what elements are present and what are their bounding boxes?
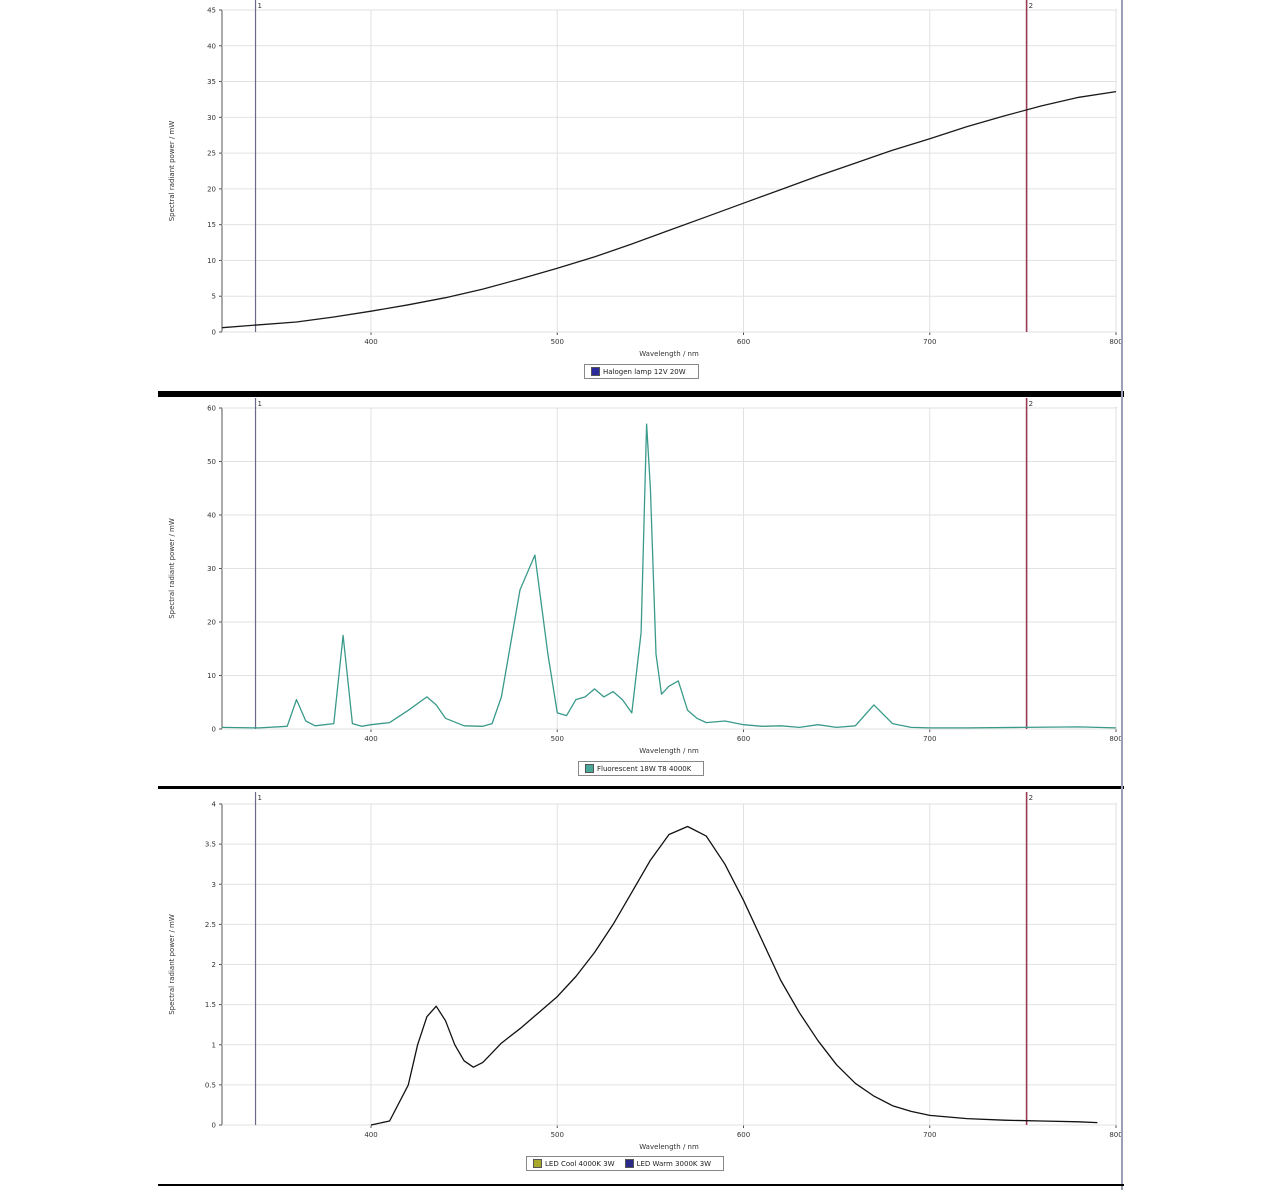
window-frame-right <box>1121 0 1123 1190</box>
x-tick-label: 700 <box>923 735 936 743</box>
chart-led: 400 500 600 700 800 0 0.5 1 1.5 2 2.5 3 3.5 4 Waveleng… <box>168 792 1122 1151</box>
legend-entry: LED Cool 4000K 3W <box>533 1159 615 1168</box>
x-tick-label: 800 <box>1109 735 1122 743</box>
y-tick-label: 0 <box>212 329 216 337</box>
legend-swatch-0-0 <box>591 367 600 376</box>
chart-panel-fluorescent: 400 500 600 700 800 0 10 20 30 40 50 60 Wavelength /… <box>160 398 1122 786</box>
plot-area <box>221 9 1117 333</box>
legend-fluorescent: Fluorescent 18W T8 4000K <box>578 761 705 776</box>
panel-divider <box>158 786 1124 789</box>
series-line <box>370 825 1098 1126</box>
x-tick-label: 800 <box>1109 338 1122 346</box>
y-tick-label: 30 <box>207 565 216 573</box>
y-tick-label: 4 <box>212 801 217 809</box>
panel-divider <box>158 391 1124 397</box>
legend-label: Halogen lamp 12V 20W <box>603 367 686 376</box>
marker-label: 1 <box>258 400 262 408</box>
y-tick-label: 35 <box>207 78 216 86</box>
y-tick-label: 15 <box>207 221 216 229</box>
legend-halogen: Halogen lamp 12V 20W <box>584 364 699 379</box>
y-tick-label: 50 <box>207 458 216 466</box>
chart-halogen: 400 500 600 700 800 0 5 10 15 20 25 30 35 40 45 Wavelen… <box>168 0 1122 358</box>
y-tick-label: 3 <box>212 881 216 889</box>
y-tick-label: 20 <box>207 619 216 627</box>
y-tick-label: 0.5 <box>205 1081 216 1089</box>
y-tick-label: 2.5 <box>205 921 216 929</box>
marker-label: 2 <box>1029 400 1033 408</box>
x-tick-label: 400 <box>364 1131 377 1139</box>
series-line <box>221 90 1117 329</box>
marker-label: 1 <box>258 2 262 10</box>
y-tick-label: 20 <box>207 185 216 193</box>
y-tick-label: 30 <box>207 114 216 122</box>
y-tick-label: 60 <box>207 405 216 413</box>
x-tick-label: 600 <box>737 338 750 346</box>
chart-panel-led: 400 500 600 700 800 0 0.5 1 1.5 2 2.5 3 3.5 4 Waveleng… <box>160 792 1122 1184</box>
legend-label: LED Cool 4000K 3W <box>545 1159 615 1168</box>
y-tick-label: 5 <box>212 293 216 301</box>
y-axis-label: Spectral radiant power / mW <box>168 121 176 222</box>
chart-fluorescent: 400 500 600 700 800 0 10 20 30 40 50 60 Wavelength /… <box>168 398 1122 755</box>
legend-label: Fluorescent 18W T8 4000K <box>597 764 692 773</box>
y-tick-label: 45 <box>207 7 216 15</box>
x-tick-label: 700 <box>923 1131 936 1139</box>
legend-swatch-1-0 <box>585 764 594 773</box>
y-tick-label: 0 <box>212 726 216 734</box>
y-tick-label: 10 <box>207 257 216 265</box>
x-tick-label: 700 <box>923 338 936 346</box>
chart-panel-halogen: 400 500 600 700 800 0 5 10 15 20 25 30 35 40 45 Wavelen… <box>160 0 1122 392</box>
y-tick-label: 40 <box>207 512 216 520</box>
x-tick-label: 400 <box>364 338 377 346</box>
x-tick-label: 600 <box>737 735 750 743</box>
x-tick-label: 500 <box>551 735 564 743</box>
series-line <box>221 423 1117 729</box>
legend-entry: Halogen lamp 12V 20W <box>591 367 686 376</box>
y-axis-label: Spectral radiant power / mW <box>168 914 176 1015</box>
x-tick-label: 800 <box>1109 1131 1122 1139</box>
x-tick-label: 500 <box>551 1131 564 1139</box>
legend-entry: LED Warm 3000K 3W <box>624 1159 712 1168</box>
x-axis-label: Wavelength / nm <box>639 350 699 358</box>
y-axis-label: Spectral radiant power / mW <box>168 518 176 619</box>
legend-led: LED Cool 4000K 3W LED Warm 3000K 3W <box>526 1156 725 1171</box>
y-tick-label: 3.5 <box>205 841 216 849</box>
x-tick-label: 600 <box>737 1131 750 1139</box>
legend-swatch-2-0 <box>533 1159 542 1168</box>
x-axis-label: Wavelength / nm <box>639 747 699 755</box>
y-tick-label: 1 <box>212 1041 216 1049</box>
x-tick-label: 400 <box>364 735 377 743</box>
x-tick-label: 500 <box>551 338 564 346</box>
y-tick-label: 0 <box>212 1122 216 1130</box>
x-axis-label: Wavelength / nm <box>639 1143 699 1151</box>
marker-label: 2 <box>1029 794 1033 802</box>
y-tick-label: 40 <box>207 42 216 50</box>
legend-entry: Fluorescent 18W T8 4000K <box>585 764 691 773</box>
window-frame-bottom <box>158 1184 1124 1186</box>
y-tick-label: 2 <box>212 961 216 969</box>
legend-swatch-2-1 <box>624 1159 634 1168</box>
legend-label: LED Warm 3000K 3W <box>636 1159 712 1168</box>
y-tick-label: 1.5 <box>205 1001 216 1009</box>
y-tick-label: 10 <box>207 672 216 680</box>
y-tick-label: 25 <box>207 150 216 158</box>
marker-label: 2 <box>1029 2 1033 10</box>
marker-label: 1 <box>258 794 262 802</box>
